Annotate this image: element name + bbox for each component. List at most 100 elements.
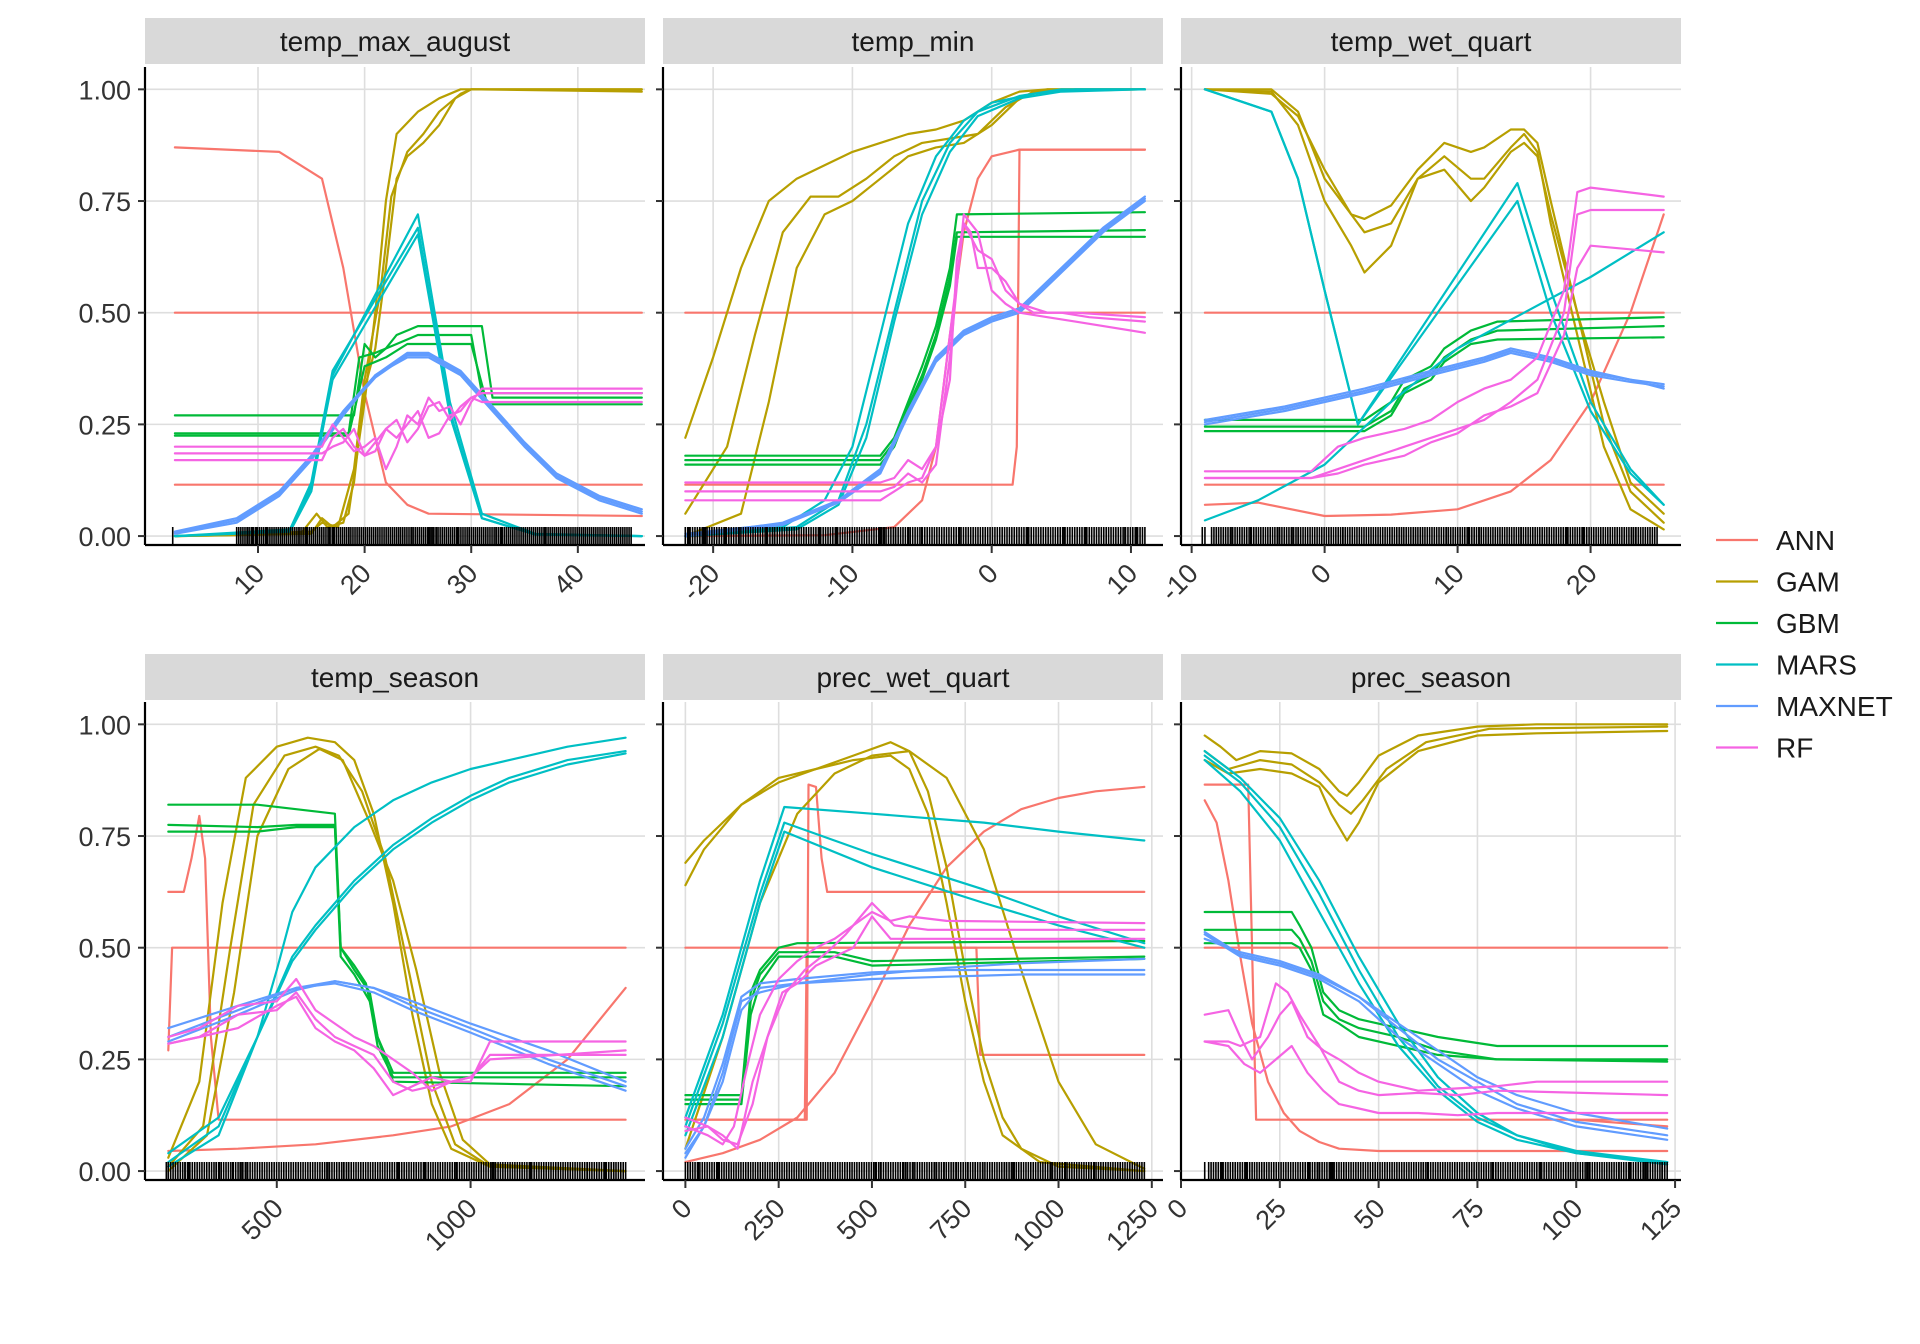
- series-line-mars: [173, 213, 643, 538]
- legend-label: MARS: [1776, 650, 1857, 681]
- rug-marks: [1203, 1162, 1668, 1180]
- legend-item-maxnet: MAXNET: [1716, 691, 1893, 722]
- series-line-gbm: [1203, 942, 1669, 1061]
- series-line-gam: [684, 88, 1146, 538]
- facet-panel-temp_wet_quart: temp_wet_quart -10 0 10 20: [1155, 18, 1681, 607]
- series-line-gam: [173, 88, 643, 538]
- series-line-ann: [684, 946, 1146, 1121]
- y-tick-label: 1.00: [78, 710, 131, 740]
- legend-item-mars: MARS: [1716, 650, 1857, 681]
- series-line-ann: [167, 986, 627, 1153]
- series-line-gam: [684, 88, 1146, 515]
- rug-marks: [684, 527, 1146, 545]
- facet-strip-label: temp_season: [311, 662, 479, 693]
- series-line-maxnet: [173, 351, 643, 533]
- legend: ANN GAM GBM MARS MAXNET RF: [1716, 525, 1893, 764]
- series-line-gam: [173, 88, 643, 538]
- x-tick-label: 500: [831, 1193, 884, 1246]
- y-tick-label: 0.25: [78, 410, 131, 440]
- legend-item-gbm: GBM: [1716, 608, 1840, 639]
- series-line-rf: [684, 222, 1146, 502]
- series-line-gbm: [684, 211, 1146, 457]
- series-line-rf: [1203, 1040, 1669, 1117]
- facet-panel-temp_max_august: temp_max_august 0.00 0.25 0.50 0.75 1.00 10 20 3…: [78, 18, 645, 600]
- y-tick-label: 0.50: [78, 934, 131, 964]
- series-line-rf: [173, 396, 643, 457]
- x-tick-label: 0: [1305, 558, 1337, 590]
- series-line-rf: [1203, 208, 1665, 480]
- series-line-gbm: [684, 229, 1146, 462]
- facet-strip-label: prec_wet_quart: [816, 662, 1009, 693]
- facet-panel-temp_min: temp_min -20 -10 0 10: [656, 18, 1163, 607]
- series-line-gam: [173, 88, 643, 538]
- x-tick-label: 750: [924, 1193, 977, 1246]
- series-line-maxnet: [1203, 937, 1669, 1137]
- y-tick-label: 0.75: [78, 822, 131, 852]
- series-line-maxnet: [1203, 931, 1669, 1130]
- series-line-maxnet: [1203, 933, 1669, 1141]
- x-tick-label: 1000: [419, 1193, 483, 1257]
- series-line-gbm: [1203, 336, 1665, 433]
- legend-item-rf: RF: [1716, 733, 1813, 764]
- y-tick-label: 0.75: [78, 187, 131, 217]
- facet-panel-prec_wet_quart: prec_wet_quart 0 250 500 750 1000 1250: [656, 654, 1164, 1257]
- series-line-gam: [167, 736, 627, 1173]
- x-tick-label: 100: [1535, 1193, 1588, 1246]
- series-line-maxnet: [1203, 349, 1665, 424]
- series-line-gbm: [173, 342, 643, 437]
- x-tick-label: 0: [972, 558, 1004, 590]
- x-tick-label: 50: [1348, 1193, 1390, 1235]
- facet-strip: [1181, 18, 1681, 64]
- legend-label: ANN: [1776, 525, 1835, 556]
- series-line-ann: [684, 785, 1146, 1164]
- rug-marks: [684, 1162, 1146, 1180]
- x-tick-label: 0: [1161, 1193, 1193, 1225]
- series-line-gam: [1203, 729, 1669, 842]
- series-line-gbm: [1203, 928, 1669, 1063]
- series-line-gam: [1203, 88, 1665, 515]
- facet-strip-label: prec_season: [1351, 662, 1511, 693]
- series-line-rf: [173, 392, 643, 462]
- series-line-rf: [173, 387, 643, 471]
- facet-strip: [663, 18, 1163, 64]
- series-line-ann: [167, 814, 627, 1121]
- x-tick-label: 40: [548, 558, 590, 600]
- y-tick-label: 1.00: [78, 75, 131, 105]
- y-tick-label: 0.25: [78, 1045, 131, 1075]
- series-line-mars: [173, 233, 643, 538]
- legend-label: GAM: [1776, 567, 1840, 598]
- series-line-gbm: [173, 333, 643, 435]
- series-line-ann: [1203, 799, 1669, 1153]
- facet-strip-label: temp_wet_quart: [1331, 26, 1532, 57]
- x-tick-label: 75: [1447, 1193, 1489, 1235]
- series-line-rf: [684, 901, 1146, 1150]
- y-tick-label: 0.00: [78, 522, 131, 552]
- facet-panel-temp_season: temp_season 0.00 0.25 0.50 0.75 1.00 500 1000: [78, 654, 645, 1257]
- x-tick-label: 1250: [1100, 1193, 1164, 1257]
- series-line-mars: [167, 750, 627, 1164]
- series-line-gam: [1203, 723, 1669, 797]
- series-line-rf: [684, 222, 1146, 484]
- series-line-maxnet: [173, 354, 643, 534]
- series-line-mars: [684, 805, 1146, 1119]
- series-line-gam: [684, 88, 1146, 439]
- series-line-rf: [684, 213, 1146, 493]
- series-line-gam: [1203, 88, 1665, 531]
- x-tick-label: 10: [1101, 558, 1143, 600]
- facet-strip: [663, 654, 1163, 700]
- rug-marks: [165, 1162, 627, 1180]
- series-line-gbm: [167, 826, 627, 1079]
- series-line-gbm: [167, 823, 627, 1088]
- y-tick-label: 0.00: [78, 1157, 131, 1187]
- x-tick-label: 20: [334, 558, 376, 600]
- series-line-gam: [167, 747, 627, 1173]
- series-line-rf: [167, 995, 627, 1097]
- series-line-rf: [167, 991, 627, 1092]
- series-line-ann: [167, 946, 627, 1052]
- x-tick-label: -20: [677, 558, 726, 607]
- facet-strip-label: temp_max_august: [280, 26, 511, 57]
- x-tick-label: 25: [1250, 1193, 1292, 1235]
- series-line-mars: [1203, 759, 1669, 1164]
- legend-label: GBM: [1776, 608, 1840, 639]
